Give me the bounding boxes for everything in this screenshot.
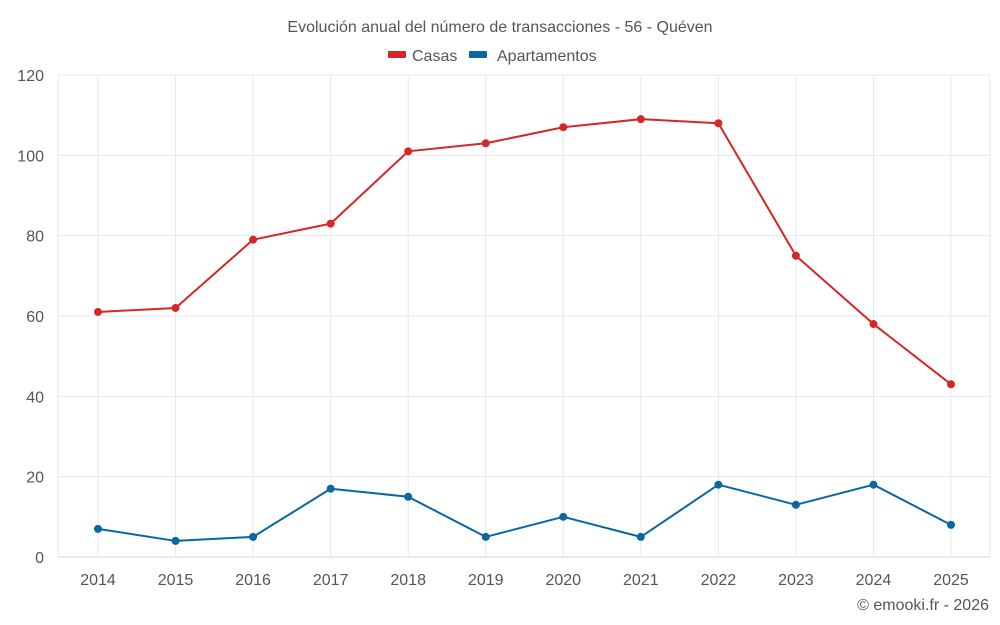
data-point: [481, 532, 490, 541]
y-tick-label: 40: [26, 389, 44, 406]
x-tick-label: 2015: [158, 572, 194, 589]
x-tick-label: 2014: [80, 572, 116, 589]
legend-swatch: [388, 51, 406, 58]
series-group: [94, 115, 955, 545]
series-line: [97, 118, 952, 386]
data-point: [326, 219, 335, 228]
data-point: [404, 492, 413, 501]
data-point: [249, 235, 258, 244]
data-point: [636, 115, 645, 124]
data-point: [947, 380, 955, 389]
data-point: [559, 123, 568, 132]
legend-label: Apartamentos: [497, 48, 597, 65]
y-tick-label: 0: [35, 550, 44, 567]
data-point: [869, 320, 878, 329]
series-line: [97, 483, 952, 542]
y-tick-label: 120: [17, 68, 44, 85]
data-point: [869, 480, 878, 489]
grid: [57, 74, 991, 558]
x-tick-label: 2025: [933, 572, 969, 589]
x-tick-label: 2021: [623, 572, 659, 589]
data-point: [791, 500, 800, 509]
y-tick-label: 80: [26, 229, 44, 246]
y-tick-label: 100: [17, 148, 44, 165]
x-tick-label: 2022: [701, 572, 737, 589]
data-point: [94, 307, 102, 316]
series-casas: [94, 115, 955, 389]
data-point: [559, 512, 568, 521]
legend: Casas Apartamentos: [388, 48, 597, 65]
data-point: [636, 532, 645, 541]
data-point: [94, 524, 102, 533]
y-tick-label: 60: [26, 309, 44, 326]
data-point: [947, 520, 955, 529]
x-tick-label: 2020: [545, 572, 581, 589]
y-tick-label: 20: [26, 470, 44, 487]
x-tick-label: 2018: [390, 572, 426, 589]
data-point: [714, 480, 723, 489]
series-apartamentos: [94, 480, 955, 545]
data-point: [791, 251, 800, 260]
data-point: [404, 147, 413, 156]
data-point: [481, 139, 490, 148]
y-axis: 0 20 40 60 80 100 120: [17, 68, 44, 567]
data-point: [171, 303, 180, 312]
x-tick-label: 2023: [778, 572, 814, 589]
x-tick-label: 2016: [235, 572, 271, 589]
data-point: [326, 484, 335, 493]
x-axis: 2014 2015 2016 2017 2018 2019 2020 2021 2022 2023…: [80, 572, 969, 589]
data-point: [714, 119, 723, 128]
data-point: [171, 536, 180, 545]
x-tick-label: 2019: [468, 572, 504, 589]
legend-swatch: [469, 51, 487, 58]
credit-text: © emooki.fr - 2026: [857, 597, 989, 614]
legend-item-apartamentos: Apartamentos: [469, 48, 597, 65]
x-tick-label: 2024: [856, 572, 892, 589]
chart-title: Evolución anual del número de transaccio…: [287, 19, 712, 36]
legend-item-casas: Casas: [388, 48, 457, 65]
x-tick-label: 2017: [313, 572, 349, 589]
legend-label: Casas: [412, 48, 457, 65]
data-point: [249, 532, 258, 541]
